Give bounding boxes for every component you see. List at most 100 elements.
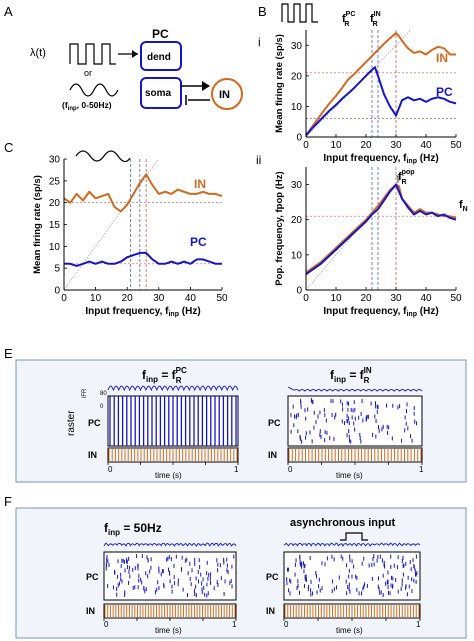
x-tick-label: 0 <box>303 140 309 151</box>
finp-range-label: (finp, 0-50Hz) <box>62 100 112 112</box>
f-pc-label: PC <box>86 572 99 582</box>
chart-pop-frequency: 0 10 20 30 40 50 0 10 20 30 Input frequency, finp … <box>274 166 468 318</box>
y-tick-label: 15 <box>49 220 61 231</box>
y-tick-label: 0 <box>54 286 60 297</box>
x-tick-label: 50 <box>450 293 462 304</box>
pulse-train-icon-b <box>281 3 318 23</box>
fn-sub: N <box>463 206 468 213</box>
chart-firing-rate-sine: 0 10 20 30 40 50 0 5 10 15 20 25 30 Input frequency, … <box>32 155 228 319</box>
fr-pop-annotation: fpop R <box>398 169 415 186</box>
x-axis-label-rest: (Hz) <box>417 153 439 164</box>
f-pc-label-right: PC <box>266 572 279 582</box>
in-circle <box>211 78 243 110</box>
ifr-tick-0: 0 <box>100 404 104 410</box>
y-tick-label: 5 <box>54 264 60 275</box>
arrow-head-in <box>202 81 210 91</box>
panel-label-bii: ii <box>256 153 261 167</box>
ifr-trace <box>107 385 239 392</box>
x-axis-label-rest: (Hz) <box>417 306 439 317</box>
fr-pc-marker: fPC R <box>342 11 355 28</box>
y-tick-label: 30 <box>49 155 61 166</box>
in-label: IN <box>219 89 230 101</box>
panel-label-a: A <box>4 4 13 19</box>
y-axis-label: Mean firing rate (sp/s) <box>32 175 43 274</box>
f-in-label-right: IN <box>266 606 275 616</box>
x-tick-label: 10 <box>330 140 342 151</box>
y-tick-label: 10 <box>291 250 303 261</box>
x-axis-label-subscript: inp <box>168 311 179 318</box>
series-line-in <box>63 173 223 213</box>
e-rasters <box>107 385 423 465</box>
x-axis-label: Input frequency, finp (Hz) <box>323 153 438 165</box>
ifr-label: iFR <box>82 388 88 398</box>
raster-label: raster <box>66 410 77 436</box>
x-axis-label: Input frequency, finp (Hz) <box>323 306 438 318</box>
series-line-pc <box>64 251 222 267</box>
y-tick-label: 10 <box>291 102 303 113</box>
x-tick-label: 20 <box>360 293 372 304</box>
y-tick-label: 20 <box>291 71 303 82</box>
f-xlabel-right: time (s) <box>336 626 363 635</box>
series-line-in <box>305 32 456 137</box>
y-tick-label: 30 <box>291 41 303 52</box>
x-tick-label: 40 <box>420 140 432 151</box>
x-tick-label: 40 <box>420 293 432 304</box>
series-label-pc: PC <box>436 85 453 99</box>
ifr-trace <box>283 542 421 547</box>
pulse-train-icon <box>69 43 116 65</box>
ifr-trace <box>287 386 423 392</box>
y-tick-label: 0 <box>296 286 302 297</box>
y-tick-label: 0 <box>296 133 302 144</box>
panel-label-bi: i <box>258 35 261 49</box>
x-tick-label: 20 <box>360 140 372 151</box>
series-label-in: IN <box>436 51 448 65</box>
e-xlabel-right: time (s) <box>336 471 363 480</box>
fn-annotation: fN <box>459 199 468 213</box>
e-x0-left: 0 <box>108 465 113 474</box>
f-xlabel-left: time (s) <box>155 626 182 635</box>
series-line-pc <box>305 66 457 137</box>
dend-label: dend <box>147 52 171 63</box>
series-line-pc <box>305 183 457 276</box>
series-line-in <box>305 183 457 274</box>
e-in-label-right: IN <box>268 450 277 460</box>
pc-raster-box <box>287 395 423 447</box>
x-tick-label: 30 <box>390 140 402 151</box>
x-axis-label: Input frequency, finp (Hz) <box>85 306 200 318</box>
x-tick-label: 10 <box>330 293 342 304</box>
x-tick-label: 40 <box>185 293 197 304</box>
panel-label-e: E <box>4 346 13 361</box>
soma-box <box>140 77 182 109</box>
series-label-in: IN <box>194 177 206 191</box>
x-tick-label: 30 <box>153 293 165 304</box>
x-tick-label: 0 <box>61 293 67 304</box>
panel-label-c: C <box>4 140 13 155</box>
ifr-trace <box>103 542 237 547</box>
x-tick-label: 10 <box>90 293 102 304</box>
soma-label: soma <box>145 88 172 99</box>
f-right-title: asynchronous input <box>290 517 395 529</box>
chart-firing-rate-pulse: 0 10 20 30 40 50 0 10 20 30 Input frequency, finp … <box>274 29 462 165</box>
e-x0-right: 0 <box>288 465 293 474</box>
f-rasters <box>103 542 421 621</box>
fr-pop-leader <box>396 175 399 183</box>
async-bracket-icon <box>340 532 368 541</box>
e-x1-left: 1 <box>234 465 239 474</box>
dend-box <box>140 41 182 71</box>
f-left-title: finp = 50Hz <box>104 521 162 537</box>
arrow-head-dend <box>132 50 138 58</box>
f-x1-right: 1 <box>416 620 421 629</box>
x-tick-label: 50 <box>216 293 228 304</box>
series-label-pc: PC <box>190 235 207 249</box>
schematic: λ(t) or (finp, 0-50Hz) PC dend soma IN <box>30 27 243 112</box>
e-left-title: finp = fPC R <box>142 366 187 385</box>
panel-label-f: F <box>4 494 12 509</box>
or-label: or <box>84 68 92 78</box>
diagonal-reference-line <box>305 29 412 138</box>
sine-wave-icon-c <box>75 150 131 163</box>
e-x1-right: 1 <box>419 465 424 474</box>
f-x0-right: 0 <box>284 620 289 629</box>
x-tick-label: 30 <box>390 293 402 304</box>
y-tick-label: 25 <box>49 176 61 187</box>
